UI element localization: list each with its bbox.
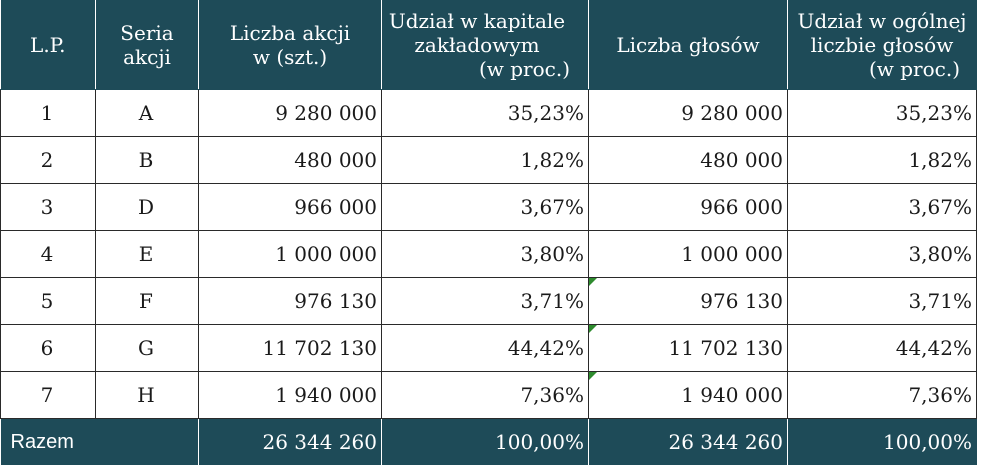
total-row: Razem 26 344 260 100,00% 26 344 260 100,… [0, 418, 977, 465]
cell-seria: D [95, 183, 199, 231]
cell-udzial-glosy: 7,36% [787, 371, 977, 419]
cell-lp: 6 [0, 324, 96, 372]
error-indicator-icon[interactable] [589, 278, 597, 286]
header-row: L.P. Seria akcji Liczba akcji w (szt.) Udz… [0, 0, 977, 90]
cell-udzial-kapital: 3,67% [381, 183, 589, 231]
cell-liczba-glosow: 976 130 [588, 277, 788, 325]
cell-liczba-akcji: 966 000 [198, 183, 382, 231]
total-liczba-akcji: 26 344 260 [198, 418, 382, 465]
cell-value: 11 702 130 [668, 336, 783, 360]
table-row: 3 D 966 000 3,67% 966 000 3,67% [0, 183, 977, 231]
cell-liczba-glosow: 966 000 [588, 183, 788, 231]
header-lp: L.P. [0, 0, 96, 90]
cell-liczba-glosow: 1 940 000 [588, 371, 788, 419]
cell-liczba-akcji: 480 000 [198, 136, 382, 184]
cell-lp: 3 [0, 183, 96, 231]
table-row: 1 A 9 280 000 35,23% 9 280 000 35,23% [0, 89, 977, 137]
cell-udzial-kapital: 35,23% [381, 89, 589, 137]
cell-liczba-glosow: 9 280 000 [588, 89, 788, 137]
table-row: 6 G 11 702 130 44,42% 11 702 130 44,42% [0, 324, 977, 372]
cell-udzial-kapital: 7,36% [381, 371, 589, 419]
table-row: 2 B 480 000 1,82% 480 000 1,82% [0, 136, 977, 184]
table-footer: Razem 26 344 260 100,00% 26 344 260 100,… [0, 418, 977, 465]
cell-liczba-glosow: 1 000 000 [588, 230, 788, 278]
cell-value: 976 130 [700, 289, 783, 313]
header-liczba-akcji: Liczba akcji w (szt.) [198, 0, 382, 90]
cell-liczba-akcji: 9 280 000 [198, 89, 382, 137]
cell-udzial-glosy: 3,67% [787, 183, 977, 231]
cell-seria: G [95, 324, 199, 372]
cell-udzial-glosy: 3,80% [787, 230, 977, 278]
total-udzial-kapital: 100,00% [381, 418, 589, 465]
error-indicator-icon[interactable] [589, 325, 597, 333]
cell-udzial-glosy: 3,71% [787, 277, 977, 325]
header-udzial-glosy: Udział w ogólnej liczbie głosów (w proc.… [787, 0, 977, 90]
cell-liczba-akcji: 1 000 000 [198, 230, 382, 278]
header-liczba-glosow: Liczba głosów [588, 0, 788, 90]
cell-seria: A [95, 89, 199, 137]
cell-liczba-akcji: 11 702 130 [198, 324, 382, 372]
error-indicator-icon[interactable] [589, 372, 597, 380]
total-udzial-glosy: 100,00% [787, 418, 977, 465]
cell-lp: 5 [0, 277, 96, 325]
cell-udzial-glosy: 35,23% [787, 89, 977, 137]
cell-lp: 2 [0, 136, 96, 184]
table-header: L.P. Seria akcji Liczba akcji w (szt.) Udz… [0, 0, 977, 90]
table-row: 7 H 1 940 000 7,36% 1 940 000 7,36% [0, 371, 977, 419]
table-row: 4 E 1 000 000 3,80% 1 000 000 3,80% [0, 230, 977, 278]
cell-lp: 1 [0, 89, 96, 137]
cell-liczba-akcji: 976 130 [198, 277, 382, 325]
cell-seria: E [95, 230, 199, 278]
cell-seria: F [95, 277, 199, 325]
cell-udzial-glosy: 44,42% [787, 324, 977, 372]
cell-lp: 7 [0, 371, 96, 419]
cell-udzial-kapital: 3,80% [381, 230, 589, 278]
cell-liczba-glosow: 11 702 130 [588, 324, 788, 372]
cell-seria: H [95, 371, 199, 419]
cell-lp: 4 [0, 230, 96, 278]
header-seria: Seria akcji [95, 0, 199, 90]
total-liczba-glosow: 26 344 260 [588, 418, 788, 465]
cell-seria: B [95, 136, 199, 184]
cell-udzial-kapital: 1,82% [381, 136, 589, 184]
cell-udzial-kapital: 3,71% [381, 277, 589, 325]
cell-liczba-glosow: 480 000 [588, 136, 788, 184]
table-body: 1 A 9 280 000 35,23% 9 280 000 35,23% 2 … [0, 89, 977, 419]
total-label: Razem [0, 418, 199, 465]
header-udzial-kapital: Udział w kapitale zakładowym (w proc.) [381, 0, 589, 90]
table-row: 5 F 976 130 3,71% 976 130 3,71% [0, 277, 977, 325]
cell-value: 1 940 000 [681, 383, 783, 407]
cell-udzial-kapital: 44,42% [381, 324, 589, 372]
cell-udzial-glosy: 1,82% [787, 136, 977, 184]
cell-liczba-akcji: 1 940 000 [198, 371, 382, 419]
